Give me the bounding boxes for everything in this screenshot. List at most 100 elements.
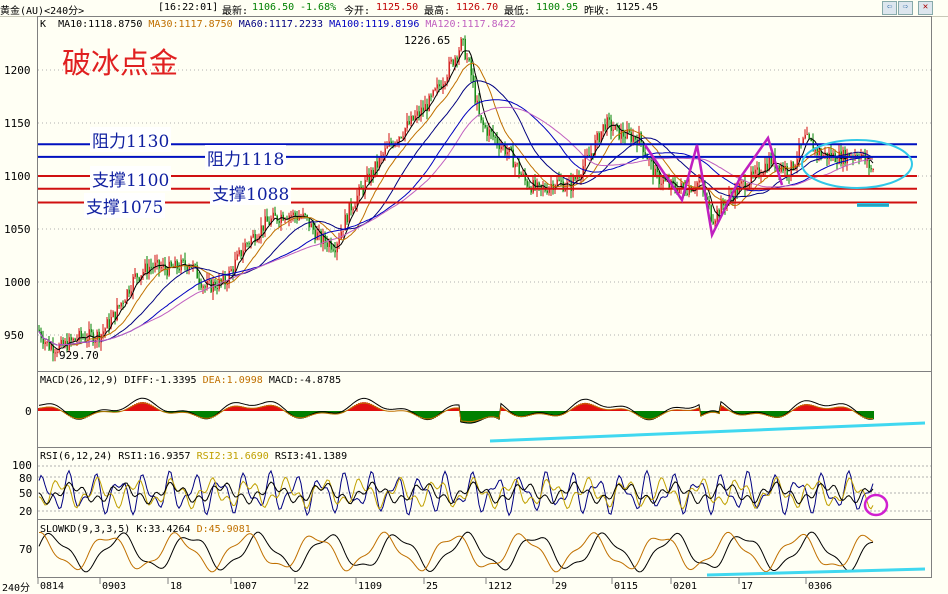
- candle-body: [360, 186, 362, 188]
- ma60-label: MA60:1117.2233: [238, 19, 324, 30]
- candle-body: [640, 132, 642, 142]
- moving-average-line: [38, 99, 874, 346]
- candle-body: [52, 345, 54, 354]
- candle-body: [510, 147, 512, 150]
- candle-body: [584, 156, 586, 167]
- candle-body: [408, 121, 410, 125]
- candle-body: [416, 111, 418, 116]
- candle-body: [714, 220, 716, 224]
- candle-body: [152, 266, 154, 268]
- candle-body: [356, 195, 358, 206]
- candle-body: [808, 134, 810, 139]
- candle-body: [48, 341, 50, 350]
- candle-body: [772, 155, 774, 165]
- support-1075-label: 支撑1075: [84, 193, 166, 218]
- candle-body: [710, 205, 712, 222]
- candle-body: [170, 261, 172, 267]
- candle-body: [438, 84, 440, 87]
- price-tick-label: 1050: [4, 223, 31, 236]
- candle-body: [252, 234, 254, 238]
- kd-k-value: K:33.4264: [136, 524, 191, 535]
- candle-body: [404, 128, 406, 137]
- candle-body: [268, 221, 270, 225]
- k-label: K: [40, 19, 47, 30]
- close-icon[interactable]: ✕: [918, 1, 933, 15]
- candle-body: [430, 95, 432, 97]
- ma30-label: MA30:1117.8750: [148, 19, 233, 30]
- candle-body: [276, 215, 278, 222]
- candle-body: [482, 120, 484, 125]
- candle-body: [634, 136, 636, 140]
- candle-body: [572, 177, 574, 191]
- candle-body: [58, 344, 60, 352]
- prev-value: 1125.45: [616, 2, 659, 13]
- candle-body: [386, 146, 388, 149]
- candle-body: [236, 254, 238, 260]
- candle-body: [122, 302, 124, 304]
- candle-body: [156, 259, 158, 263]
- candle-body: [158, 259, 160, 269]
- change-value: -1.68%: [300, 2, 337, 13]
- candle-body: [320, 231, 322, 244]
- latest-value: 1106.50: [252, 2, 295, 13]
- candle-body: [346, 214, 348, 223]
- candle-body: [712, 221, 714, 224]
- arrow-left-icon[interactable]: ⇦: [882, 1, 897, 15]
- candle-body: [662, 179, 664, 184]
- candle-body: [418, 111, 420, 116]
- rsi-circle: [863, 493, 889, 517]
- candle-body: [104, 328, 106, 332]
- candle-body: [420, 107, 422, 116]
- candle-body: [500, 146, 502, 150]
- candle-body: [578, 176, 580, 178]
- price-tick-label: 1200: [4, 64, 31, 77]
- macd-dea: DEA:1.0998: [202, 375, 263, 386]
- candle-body: [762, 173, 764, 176]
- price-tick-label: 1150: [4, 117, 31, 130]
- candle-body: [594, 140, 596, 155]
- candle-body: [812, 141, 814, 152]
- candle-body: [68, 337, 70, 351]
- candle-body: [606, 117, 608, 130]
- ma120-label: MA120:1117.8422: [425, 19, 516, 30]
- candle-body: [226, 283, 228, 285]
- candle-body: [436, 84, 438, 89]
- candle-body: [732, 196, 734, 202]
- candle-body: [384, 148, 386, 155]
- rsi-params: RSI(6,12,24): [40, 451, 113, 462]
- candle-body: [520, 173, 522, 175]
- candle-body: [294, 212, 296, 217]
- candle-body: [246, 243, 248, 245]
- macd-value: MACD:-4.8785: [268, 375, 342, 386]
- rsi3-value: RSI3:41.1389: [274, 451, 348, 462]
- candle-body: [324, 234, 326, 243]
- candle-body: [546, 190, 548, 193]
- candle-body: [248, 243, 250, 245]
- candle-body: [462, 38, 464, 40]
- candle-body: [604, 124, 606, 130]
- high-value: 1126.70: [456, 2, 499, 13]
- candle-body: [330, 241, 332, 250]
- macd-zero-label: 0: [25, 405, 32, 418]
- candle-body: [200, 283, 202, 288]
- candle-body: [476, 100, 478, 103]
- candle-body: [456, 57, 458, 60]
- candle-body: [720, 200, 722, 216]
- candle-body: [146, 263, 148, 274]
- time-label: [16:22:01]: [158, 2, 219, 13]
- candle-body: [312, 223, 314, 230]
- candle-body: [588, 155, 590, 157]
- candle-body: [328, 241, 330, 247]
- kd-line: [38, 531, 874, 573]
- candle-body: [612, 129, 614, 131]
- candle-body: [470, 60, 472, 76]
- candle-body: [270, 218, 272, 225]
- candle-body: [744, 180, 746, 191]
- candle-body: [70, 337, 72, 341]
- candle-body: [434, 88, 436, 91]
- arrow-right-icon[interactable]: ⇨: [898, 1, 913, 15]
- low-label: 最低:: [504, 6, 531, 17]
- candle-body: [502, 145, 504, 147]
- candle-body: [792, 161, 794, 170]
